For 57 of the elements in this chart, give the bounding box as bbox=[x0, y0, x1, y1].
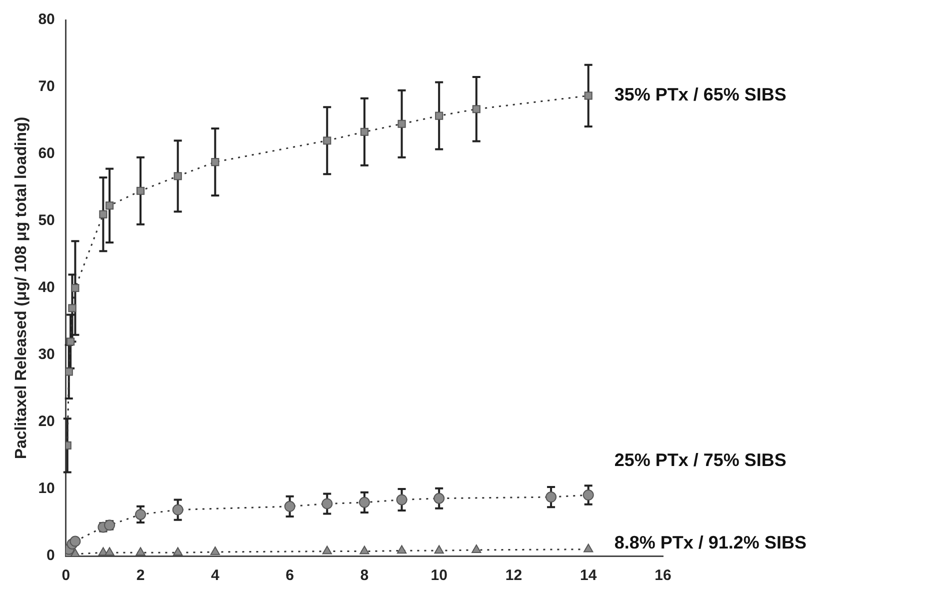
point bbox=[68, 304, 76, 312]
y-tick-label: 70 bbox=[38, 78, 55, 96]
y-axis-title: Paclitaxel Released (μg/ 108 μg total loading) bbox=[13, 116, 30, 460]
point bbox=[360, 546, 370, 554]
series-label: 35% PTx / 65% SIBS bbox=[614, 84, 786, 105]
point bbox=[434, 545, 444, 554]
point bbox=[322, 546, 332, 554]
point bbox=[66, 338, 75, 346]
y-tick-label: 20 bbox=[38, 413, 55, 430]
y-tick-label: 80 bbox=[38, 11, 55, 28]
point bbox=[106, 202, 114, 210]
point bbox=[99, 210, 108, 218]
y-tick-label: 0 bbox=[46, 547, 55, 564]
x-tick-label: 14 bbox=[580, 567, 598, 584]
x-tick-label: 4 bbox=[210, 567, 220, 584]
point bbox=[284, 500, 296, 512]
point bbox=[322, 498, 333, 510]
x-tick-label: 0 bbox=[62, 567, 70, 584]
x-tick-label: 10 bbox=[430, 567, 448, 584]
point bbox=[546, 492, 557, 503]
point bbox=[435, 112, 444, 120]
y-tick-label: 40 bbox=[38, 279, 55, 296]
point bbox=[584, 92, 592, 100]
series-label: 8.8% PTx / 91.2% SIBS bbox=[614, 532, 806, 552]
series-label: 25% PTx / 75% SIBS bbox=[614, 450, 786, 470]
point bbox=[360, 128, 368, 136]
x-tick-label: 6 bbox=[286, 567, 294, 584]
x-tick-label: 8 bbox=[360, 567, 369, 584]
point bbox=[173, 547, 183, 556]
x-tick-label: 2 bbox=[136, 567, 145, 584]
point bbox=[323, 136, 332, 145]
point bbox=[398, 120, 406, 128]
point bbox=[396, 545, 407, 554]
point bbox=[358, 496, 370, 508]
x-tick-label: 12 bbox=[505, 567, 522, 584]
point bbox=[582, 490, 594, 501]
y-tick-label: 30 bbox=[38, 346, 55, 364]
point bbox=[66, 368, 73, 376]
point bbox=[70, 536, 81, 547]
point bbox=[472, 544, 482, 553]
point bbox=[210, 546, 220, 555]
y-tick-label: 60 bbox=[38, 145, 55, 162]
x-tick-label: 16 bbox=[654, 567, 672, 584]
point bbox=[584, 544, 594, 552]
point bbox=[136, 186, 145, 195]
point bbox=[211, 158, 220, 166]
point bbox=[136, 547, 146, 556]
point bbox=[104, 547, 114, 556]
point bbox=[172, 504, 184, 516]
point bbox=[135, 508, 146, 520]
y-tick-label: 10 bbox=[38, 480, 55, 498]
point bbox=[434, 492, 445, 504]
y-tick-label: 50 bbox=[38, 212, 55, 230]
point bbox=[396, 494, 408, 506]
point bbox=[472, 105, 480, 114]
point bbox=[71, 284, 80, 292]
point bbox=[174, 172, 182, 180]
